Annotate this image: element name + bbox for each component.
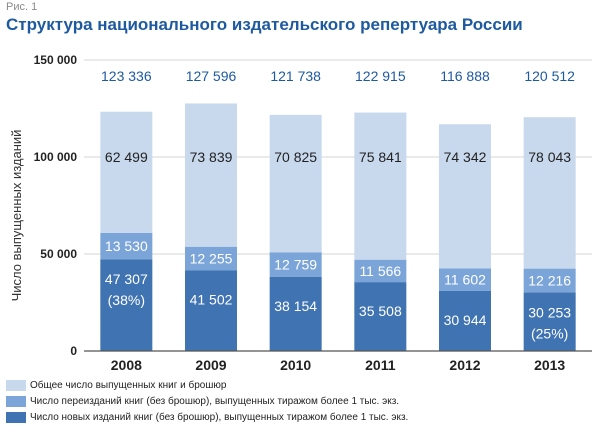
label-total-segment-2009: 73 839 xyxy=(190,149,233,165)
legend-swatch-total xyxy=(6,380,26,391)
label-total-segment-2008: 62 499 xyxy=(105,149,148,165)
bar-reissues-2012 xyxy=(439,268,491,291)
bar-new-2009 xyxy=(185,270,237,351)
legend-item-total: Общее число выпущенных книг и брошюр xyxy=(6,378,408,393)
label-total-segment-2011: 75 841 xyxy=(359,149,402,165)
label-new-2012: 30 944 xyxy=(444,312,487,328)
x-tick-label-2010: 2010 xyxy=(280,357,311,373)
label-total-segment-2013: 78 043 xyxy=(528,149,571,165)
y-tick-label: 0 xyxy=(70,344,77,358)
bar-new-2008 xyxy=(100,259,153,351)
bar-total-2013 xyxy=(523,117,576,269)
label-total-segment-2012: 74 342 xyxy=(444,149,487,165)
bar-new-2010 xyxy=(269,276,322,351)
label-total-segment-2010: 70 825 xyxy=(274,149,317,165)
bar-new-2013 xyxy=(523,292,576,351)
legend-label-total: Общее число выпущенных книг и брошюр xyxy=(30,380,227,391)
label-new-2009: 41 502 xyxy=(190,291,233,307)
bar-reissues-2010 xyxy=(269,252,322,277)
legend-item-reissues: Число переизданий книг (без брошюр), вып… xyxy=(6,394,408,409)
label-new-2010: 38 154 xyxy=(274,298,317,314)
y-axis-title: Число выпущенных изданий xyxy=(9,130,24,302)
y-tick-label: 50 000 xyxy=(40,247,77,261)
y-tick-label: 150 000 xyxy=(34,53,78,67)
bar-total-2011 xyxy=(354,112,407,260)
chart-legend: Общее число выпущенных книг и брошюр Чис… xyxy=(6,378,408,426)
bar-total-2012 xyxy=(439,124,491,269)
legend-label-reissues: Число переизданий книг (без брошюр), вып… xyxy=(30,396,400,407)
note-new-2013: (25%) xyxy=(531,325,568,341)
note-new-2008: (38%) xyxy=(108,292,145,308)
label-grand-total-2008: 123 336 xyxy=(101,68,152,84)
y-tick-label: 100 000 xyxy=(34,150,78,164)
label-grand-total-2009: 127 596 xyxy=(186,68,237,84)
bar-reissues-2008 xyxy=(100,232,153,260)
label-grand-total-2012: 116 888 xyxy=(440,68,490,84)
label-new-2008: 47 307 xyxy=(105,271,148,287)
legend-swatch-new xyxy=(6,412,26,423)
label-reissues-2013: 12 216 xyxy=(528,272,571,288)
label-reissues-2012: 11 602 xyxy=(444,272,486,288)
x-tick-label-2012: 2012 xyxy=(449,357,480,373)
bar-new-2011 xyxy=(354,282,407,351)
legend-item-new: Число новых изданий книг (без брошюр), в… xyxy=(6,410,408,425)
label-grand-total-2013: 120 512 xyxy=(524,68,575,84)
bar-total-2009 xyxy=(185,103,237,247)
chart-title: Структура национального издательского ре… xyxy=(6,15,523,34)
bar-reissues-2013 xyxy=(523,268,576,293)
label-reissues-2009: 12 255 xyxy=(190,251,233,267)
bar-reissues-2009 xyxy=(185,246,237,271)
label-new-2013: 30 253 xyxy=(528,304,571,320)
x-tick-label-2011: 2011 xyxy=(365,357,396,373)
legend-label-new: Число новых изданий книг (без брошюр), в… xyxy=(30,412,409,423)
bar-new-2012 xyxy=(439,290,491,351)
bar-total-2008 xyxy=(100,111,153,233)
label-grand-total-2010: 121 738 xyxy=(270,68,321,84)
x-tick-label-2013: 2013 xyxy=(534,357,565,373)
stacked-bar-chart: 0 50 000 100 000 150 000 Число выпущенных из… xyxy=(9,53,592,373)
label-reissues-2008: 13 530 xyxy=(105,238,148,254)
bar-reissues-2011 xyxy=(354,259,407,283)
label-grand-total-2011: 122 915 xyxy=(355,68,406,84)
bar-total-2010 xyxy=(269,114,322,253)
label-reissues-2011: 11 566 xyxy=(359,263,401,279)
x-tick-label-2008: 2008 xyxy=(111,357,142,373)
x-tick-label-2009: 2009 xyxy=(195,357,226,373)
legend-swatch-reissues xyxy=(6,396,26,407)
label-reissues-2010: 12 759 xyxy=(274,257,317,273)
figure-label: Рис. 1 xyxy=(6,1,38,13)
label-new-2011: 35 508 xyxy=(359,303,402,319)
